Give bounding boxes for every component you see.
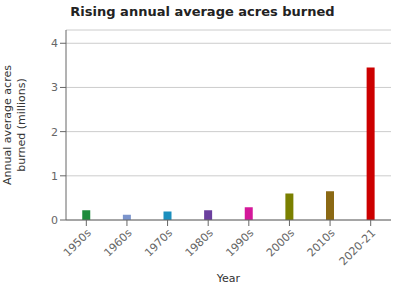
svg-text:Year: Year	[216, 272, 241, 285]
svg-text:2: 2	[51, 126, 58, 139]
svg-text:1950s: 1950s	[61, 226, 94, 259]
svg-text:2010s: 2010s	[305, 226, 338, 259]
svg-text:1: 1	[51, 170, 58, 183]
svg-text:Annual average acresburned (mi: Annual average acresburned (millions)	[8, 65, 28, 185]
svg-text:3: 3	[51, 81, 58, 94]
svg-text:1980s: 1980s	[183, 226, 216, 259]
html-text:Rising annual average acres bu: Rising annual average acres burned	[70, 4, 335, 19]
svg-text:4: 4	[51, 37, 58, 50]
svg-text:2000s: 2000s	[264, 226, 297, 259]
svg-text:1960s: 1960s	[102, 226, 135, 259]
svg-text:2020-21: 2020-21	[337, 226, 379, 268]
svg-text:0: 0	[51, 214, 58, 227]
svg-text:1990s: 1990s	[223, 226, 256, 259]
svg-text:1970s: 1970s	[142, 226, 175, 259]
